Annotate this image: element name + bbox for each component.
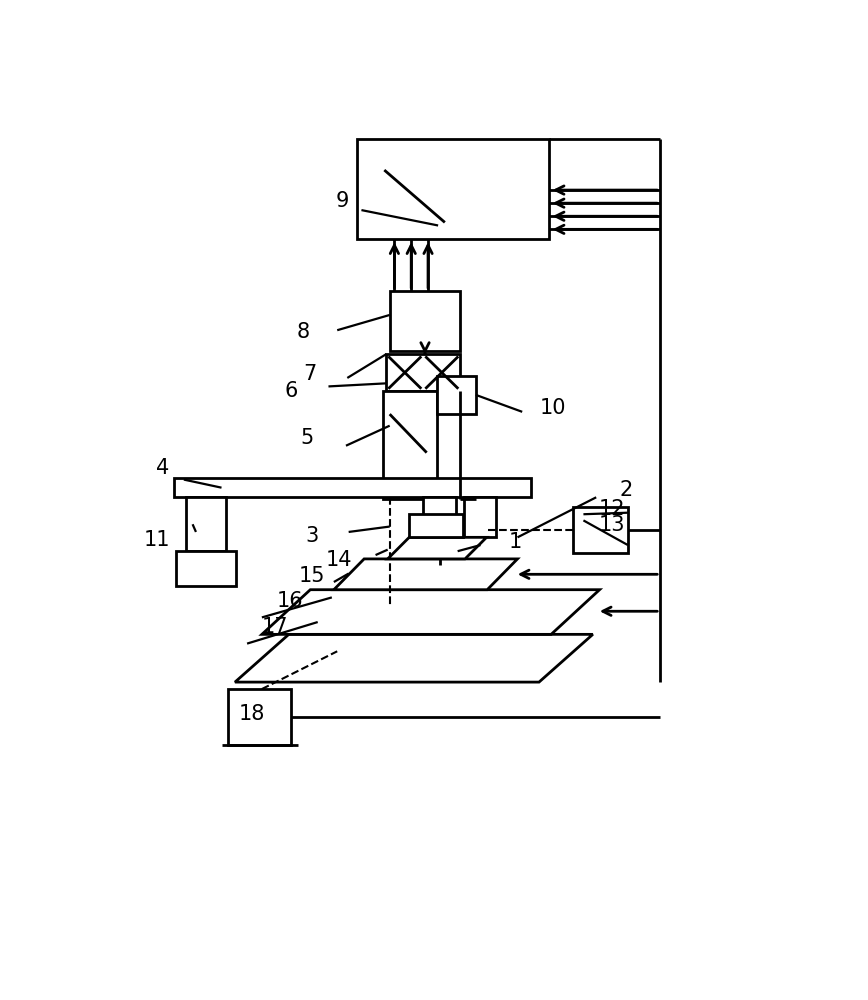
Text: 15: 15 [299, 566, 325, 586]
Text: 16: 16 [277, 591, 304, 611]
Bar [386, 354, 460, 391]
Text: 13: 13 [598, 515, 625, 535]
Polygon shape [262, 590, 600, 634]
Text: 11: 11 [144, 530, 170, 550]
Polygon shape [334, 559, 517, 590]
Bar [409, 514, 463, 537]
Text: 9: 9 [336, 191, 349, 211]
Text: 10: 10 [539, 398, 566, 418]
Text: 6: 6 [285, 381, 299, 401]
Bar [358, 139, 549, 239]
Text: 2: 2 [620, 480, 633, 500]
Bar [383, 391, 437, 499]
Bar [421, 537, 459, 565]
Bar [424, 497, 456, 537]
Polygon shape [388, 537, 487, 559]
Text: 14: 14 [326, 550, 352, 570]
Text: 7: 7 [304, 364, 317, 384]
Text: 17: 17 [262, 617, 288, 637]
Text: 4: 4 [155, 458, 169, 478]
Text: 18: 18 [239, 704, 265, 724]
Bar [437, 376, 476, 414]
Bar [390, 291, 460, 351]
Bar [186, 497, 227, 551]
Bar [175, 551, 236, 586]
Bar [174, 478, 531, 497]
Text: 3: 3 [305, 526, 319, 546]
Bar [464, 497, 496, 537]
Bar [228, 689, 291, 745]
Bar [573, 507, 628, 553]
Text: 1: 1 [509, 532, 523, 552]
Text: 12: 12 [598, 499, 625, 519]
Polygon shape [235, 634, 593, 682]
Text: 8: 8 [297, 322, 310, 342]
Text: 5: 5 [300, 428, 313, 448]
